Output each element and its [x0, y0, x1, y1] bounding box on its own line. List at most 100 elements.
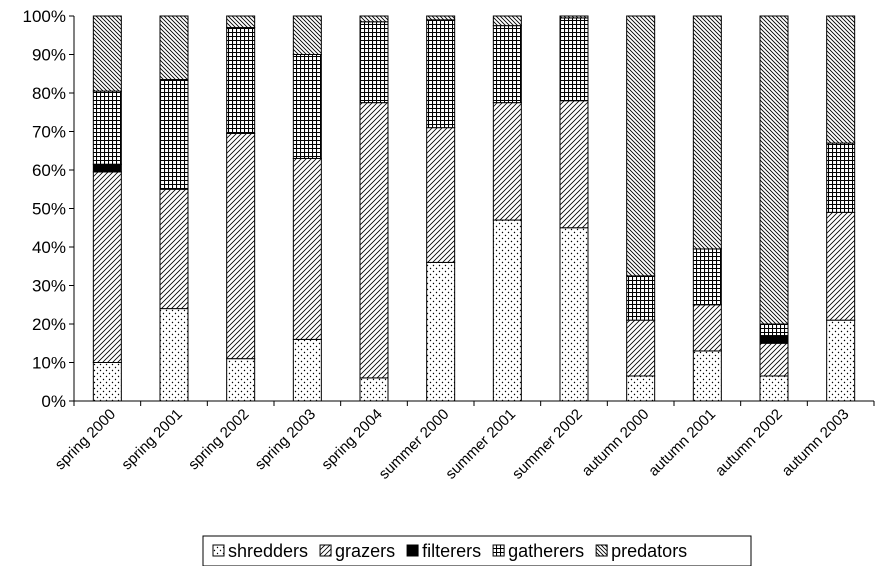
legend-item-shredders: shredders [212, 541, 308, 561]
bar-segment-shredders [492, 219, 522, 402]
legend-label: shredders [228, 541, 308, 561]
bar-segment-grazers [226, 132, 256, 360]
y-tick-label: 70% [32, 123, 66, 142]
bar-segment-gatherers [692, 248, 722, 306]
bar-stack [626, 15, 656, 402]
bar-segment-predators [826, 15, 856, 144]
bar-segment-gatherers [626, 275, 656, 321]
bar-segment-gatherers [359, 21, 389, 104]
y-tick-label: 10% [32, 354, 66, 373]
x-tick-label: spring 2002 [185, 406, 252, 473]
bar-segment-predators [692, 15, 722, 250]
bar-segment-gatherers [92, 90, 122, 165]
bar-segment-shredders [759, 375, 789, 402]
bar-segment-shredders [426, 261, 456, 402]
x-tick-label: autumn 2002 [712, 406, 786, 480]
y-tick-label: 50% [32, 200, 66, 219]
legend-label: grazers [335, 541, 395, 561]
x-tick-label: spring 2000 [52, 406, 119, 473]
legend-item-grazers: grazers [319, 541, 395, 561]
y-tick-label: 100% [23, 7, 66, 26]
bar-stack [292, 15, 322, 402]
x-tick-label: autumn 2000 [579, 406, 653, 480]
bar-segment-gatherers [292, 54, 322, 159]
bar-segment-grazers [426, 127, 456, 263]
bar-segment-grazers [359, 102, 389, 379]
bar-stack [92, 15, 122, 402]
bar-segment-predators [492, 15, 522, 27]
bar-segment-shredders [626, 375, 656, 402]
x-tick-label: spring 2004 [318, 406, 385, 473]
y-tick-label: 90% [32, 46, 66, 65]
bar-segment-grazers [826, 211, 856, 321]
bar-segment-filterers [92, 163, 122, 173]
legend-swatch [595, 544, 608, 557]
y-tick-label: 80% [32, 84, 66, 103]
legend-label: predators [611, 541, 687, 561]
bar-stack [226, 15, 256, 402]
y-tick-label: 0% [41, 392, 66, 411]
x-tick-label: summer 2000 [376, 406, 453, 483]
bar-segment-predators [426, 15, 456, 21]
legend-swatch [492, 544, 505, 557]
bar-stack [426, 15, 456, 402]
legend-box [202, 535, 752, 567]
bar-segment-shredders [292, 338, 322, 402]
legend-label: gatherers [508, 541, 584, 561]
legend-swatch [406, 544, 419, 557]
y-tick-label: 60% [32, 161, 66, 180]
bar-segment-shredders [359, 377, 389, 402]
bar-segment-shredders [92, 362, 122, 402]
bar-stack [492, 15, 522, 402]
bar-segment-grazers [559, 100, 589, 229]
bar-segment-gatherers [559, 17, 589, 102]
legend-item-gatherers: gatherers [492, 541, 584, 561]
legend: shredders grazers filterers gatherers predat… [202, 535, 752, 567]
bar-stack [692, 15, 722, 402]
legend-swatch [319, 544, 332, 557]
bar-segment-shredders [159, 308, 189, 402]
bar-segment-predators [759, 15, 789, 325]
bar-segment-shredders [559, 227, 589, 402]
bar-stack [159, 15, 189, 402]
bar-stack [759, 15, 789, 402]
legend-label: filterers [422, 541, 481, 561]
bar-segment-predators [226, 15, 256, 29]
legend-item-predators: predators [595, 541, 687, 561]
bar-segment-gatherers [159, 79, 189, 190]
bar-segment-gatherers [426, 19, 456, 129]
x-tick-label: autumn 2001 [645, 406, 719, 480]
bar-stack [559, 15, 589, 402]
bar-segment-gatherers [759, 323, 789, 337]
bar-segment-shredders [826, 319, 856, 402]
bar-stack [359, 15, 389, 402]
bar-segment-grazers [292, 157, 322, 340]
x-tick-label: spring 2003 [252, 406, 319, 473]
bar-segment-predators [626, 15, 656, 277]
bar-segment-predators [92, 15, 122, 92]
x-tick-label: autumn 2003 [779, 406, 853, 480]
bar-stack [826, 15, 856, 402]
bar-segment-filterers [759, 335, 789, 344]
bar-segment-gatherers [492, 25, 522, 104]
bar-segment-grazers [92, 171, 122, 363]
bar-segment-gatherers [226, 27, 256, 134]
bar-segment-grazers [626, 319, 656, 377]
x-tick-label: summer 2001 [442, 406, 519, 483]
y-tick-label: 20% [32, 315, 66, 334]
bar-segment-shredders [226, 358, 256, 402]
bar-segment-predators [159, 15, 189, 81]
bars-layer [92, 15, 856, 402]
bar-segment-predators [292, 15, 322, 55]
legend-item-filterers: filterers [406, 541, 481, 561]
bar-segment-predators [359, 15, 389, 23]
x-tick-label: summer 2002 [509, 406, 586, 483]
bar-segment-grazers [759, 342, 789, 377]
x-tick-label: spring 2001 [118, 406, 185, 473]
legend-swatch [212, 544, 225, 557]
bar-segment-grazers [492, 102, 522, 221]
y-tick-label: 40% [32, 238, 66, 257]
bar-segment-grazers [159, 188, 189, 310]
